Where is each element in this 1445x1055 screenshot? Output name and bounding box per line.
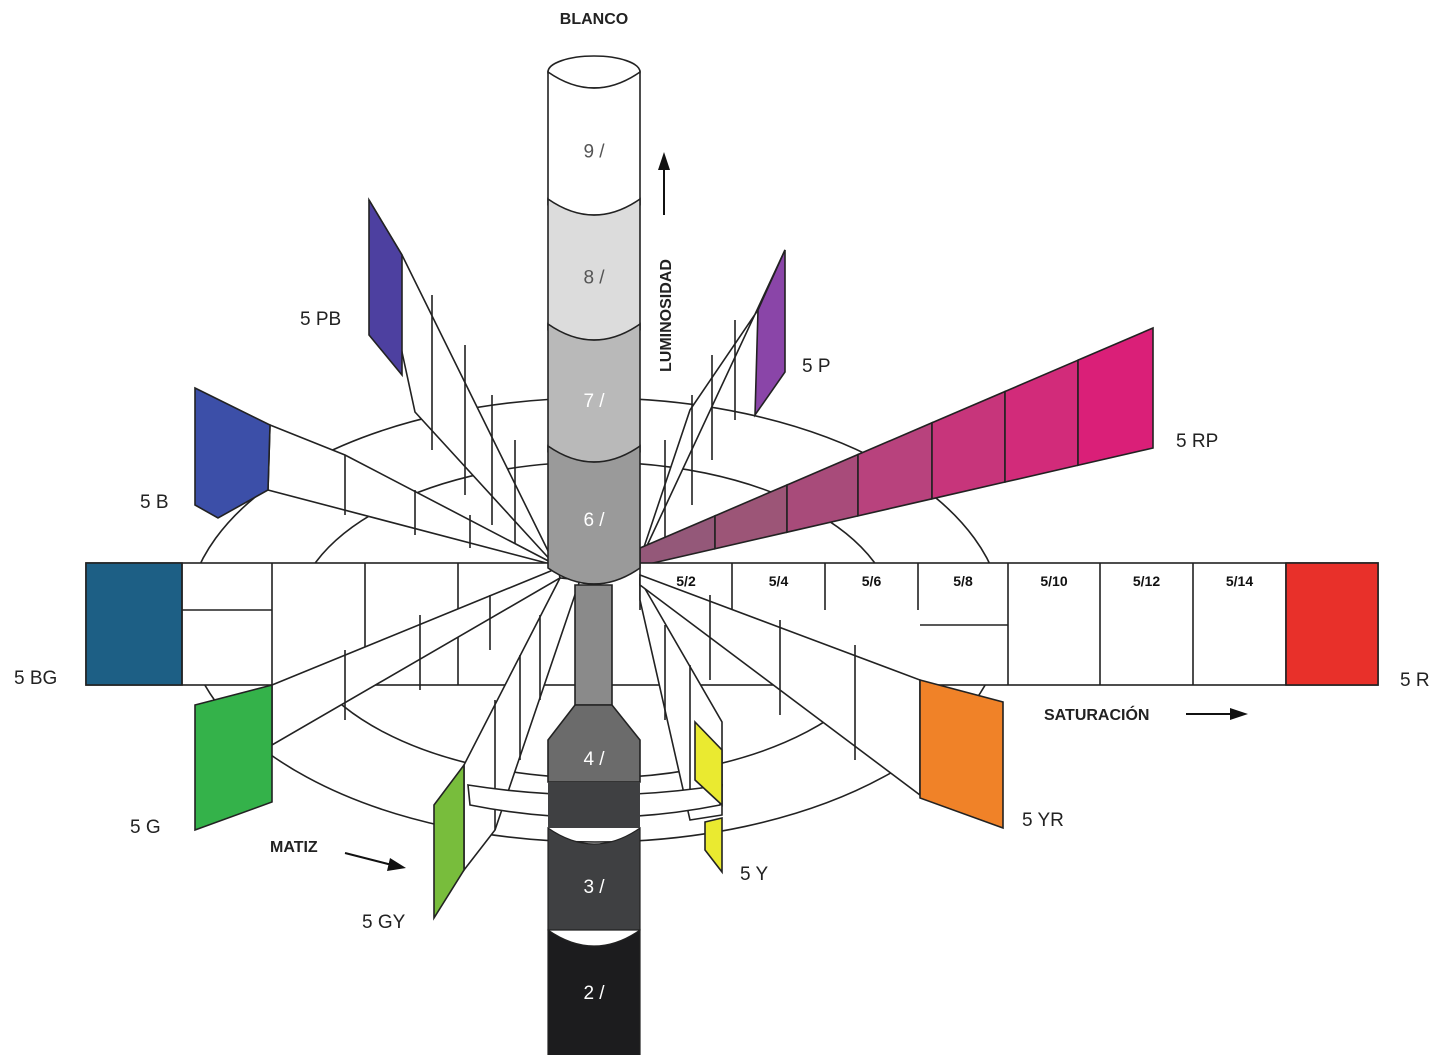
hue-label-5p: 5 P [802,356,831,377]
hue-label-5rp: 5 RP [1176,431,1218,452]
chip-5g [194,683,273,832]
chip-5y-lower [704,816,723,875]
lightness-arrow [658,152,670,215]
chip-5r [1285,562,1379,686]
hue-label-5g: 5 G [130,817,161,838]
rp-chip [857,421,933,517]
value-step-label: 3 / [583,877,605,898]
hue-label-5bg: 5 BG [14,668,57,689]
saturation-step-label: 5/4 [769,573,789,589]
hue-label-5pb: 5 PB [300,309,341,330]
saturation-arrow [1186,708,1248,720]
value-segment [547,826,641,931]
rp-chip [931,390,1006,500]
chip-5bg [85,562,183,686]
rp-spoke [639,326,1154,568]
saturation-step-label: 5/14 [1226,573,1253,589]
value-step-label: 2 / [583,983,605,1004]
rp-chip [1077,326,1154,467]
saturation-step-label: 5/12 [1133,573,1160,589]
value-column: 9 / 8 / 7 / 6 / 4 / 3 / 2 / [547,55,641,1055]
saturation-step-label: 5/2 [676,573,696,589]
hue-label-5r: 5 R [1400,670,1430,691]
chip-5yr [919,678,1004,830]
hue-label-5y: 5 Y [740,864,769,885]
chip-5b [194,386,271,519]
saturation-axis-label: SATURACIÓN [1044,705,1149,724]
column-neck [574,584,613,706]
chip-5p [754,249,786,418]
hue-axis-label: MATIZ [270,839,318,856]
value-step-label: 8 / [583,268,605,289]
value-step-label: 9 / [583,142,605,163]
chip-5y-upper [694,720,723,807]
value-step-label: 7 / [583,391,605,412]
hue-label-5b: 5 B [140,492,169,513]
lightness-axis-label: LUMINOSIDAD [658,259,675,372]
saturation-step-label: 5/10 [1040,573,1067,589]
hue-arrow [344,852,406,871]
chip-5gy [433,762,465,921]
value-segment [547,444,641,585]
chip-5pb [368,197,403,378]
value-segment [547,928,641,1055]
hue-label-5gy: 5 GY [362,912,406,933]
value-step-label: 4 / [583,749,605,770]
rp-chip [1004,358,1079,484]
top-label: BLANCO [560,11,628,28]
hue-label-5yr: 5 YR [1022,810,1064,831]
saturation-step-label: 5/6 [862,573,882,589]
value-step-label: 6 / [583,510,605,531]
saturation-step-label: 5/8 [953,573,973,589]
value-segment-hidden [548,782,640,828]
